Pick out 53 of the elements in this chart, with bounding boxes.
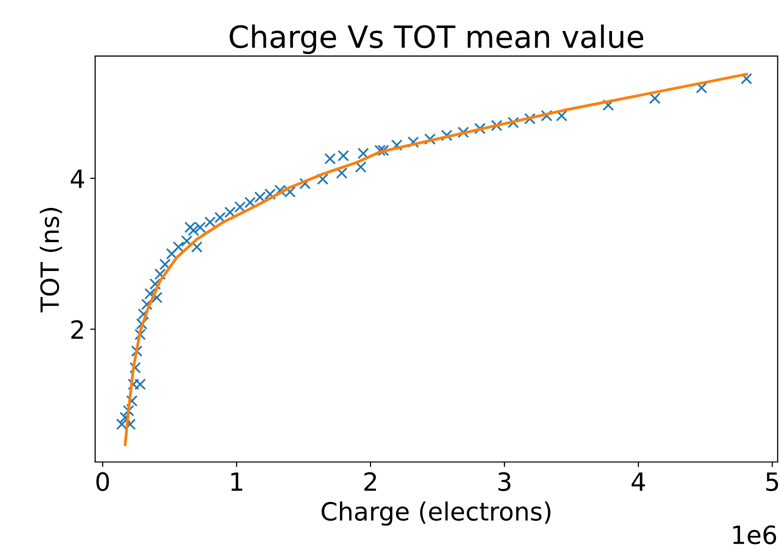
point [649,92,661,104]
point [358,148,370,160]
x-tick-label: 4 [632,472,645,491]
x-axis-title: Charge (electrons) [322,501,550,526]
point [244,196,256,208]
point [324,152,336,164]
point [378,144,390,156]
point [141,298,153,310]
x-tick-label: 1 [231,472,242,491]
point [204,216,216,228]
point [122,404,134,416]
point [234,201,246,213]
point [407,136,419,148]
point [458,126,470,138]
point [214,212,226,224]
y-axis-title: TOT (ns) [40,208,62,312]
point [138,308,150,320]
point [524,112,536,124]
point [354,161,366,173]
x-tick-label: 2 [364,472,376,491]
point [166,248,178,260]
point [391,139,403,151]
text: 1e6 [733,525,776,544]
point [131,345,143,357]
x-tick-label: 0 [96,472,109,492]
chart-title: Charge Vs TOT mean value [230,24,644,54]
point [540,110,552,122]
point [136,318,148,330]
point [154,268,166,280]
point [316,173,328,185]
point [188,224,200,236]
point [490,120,502,132]
point [181,235,193,247]
point [224,206,236,218]
x-tick-label: 3 [498,472,510,492]
point [172,241,184,253]
point [159,258,171,270]
point [119,412,131,424]
point [126,395,138,407]
point [440,130,452,142]
point [474,122,486,134]
point [338,150,350,162]
point [191,241,203,253]
point [508,116,520,128]
point [144,288,156,300]
line-series [124,72,748,446]
point [374,144,386,156]
point [149,278,161,290]
point [424,133,436,145]
x-tick-label: 5 [766,472,778,492]
point [129,362,141,374]
point [151,292,163,304]
point [134,328,146,340]
